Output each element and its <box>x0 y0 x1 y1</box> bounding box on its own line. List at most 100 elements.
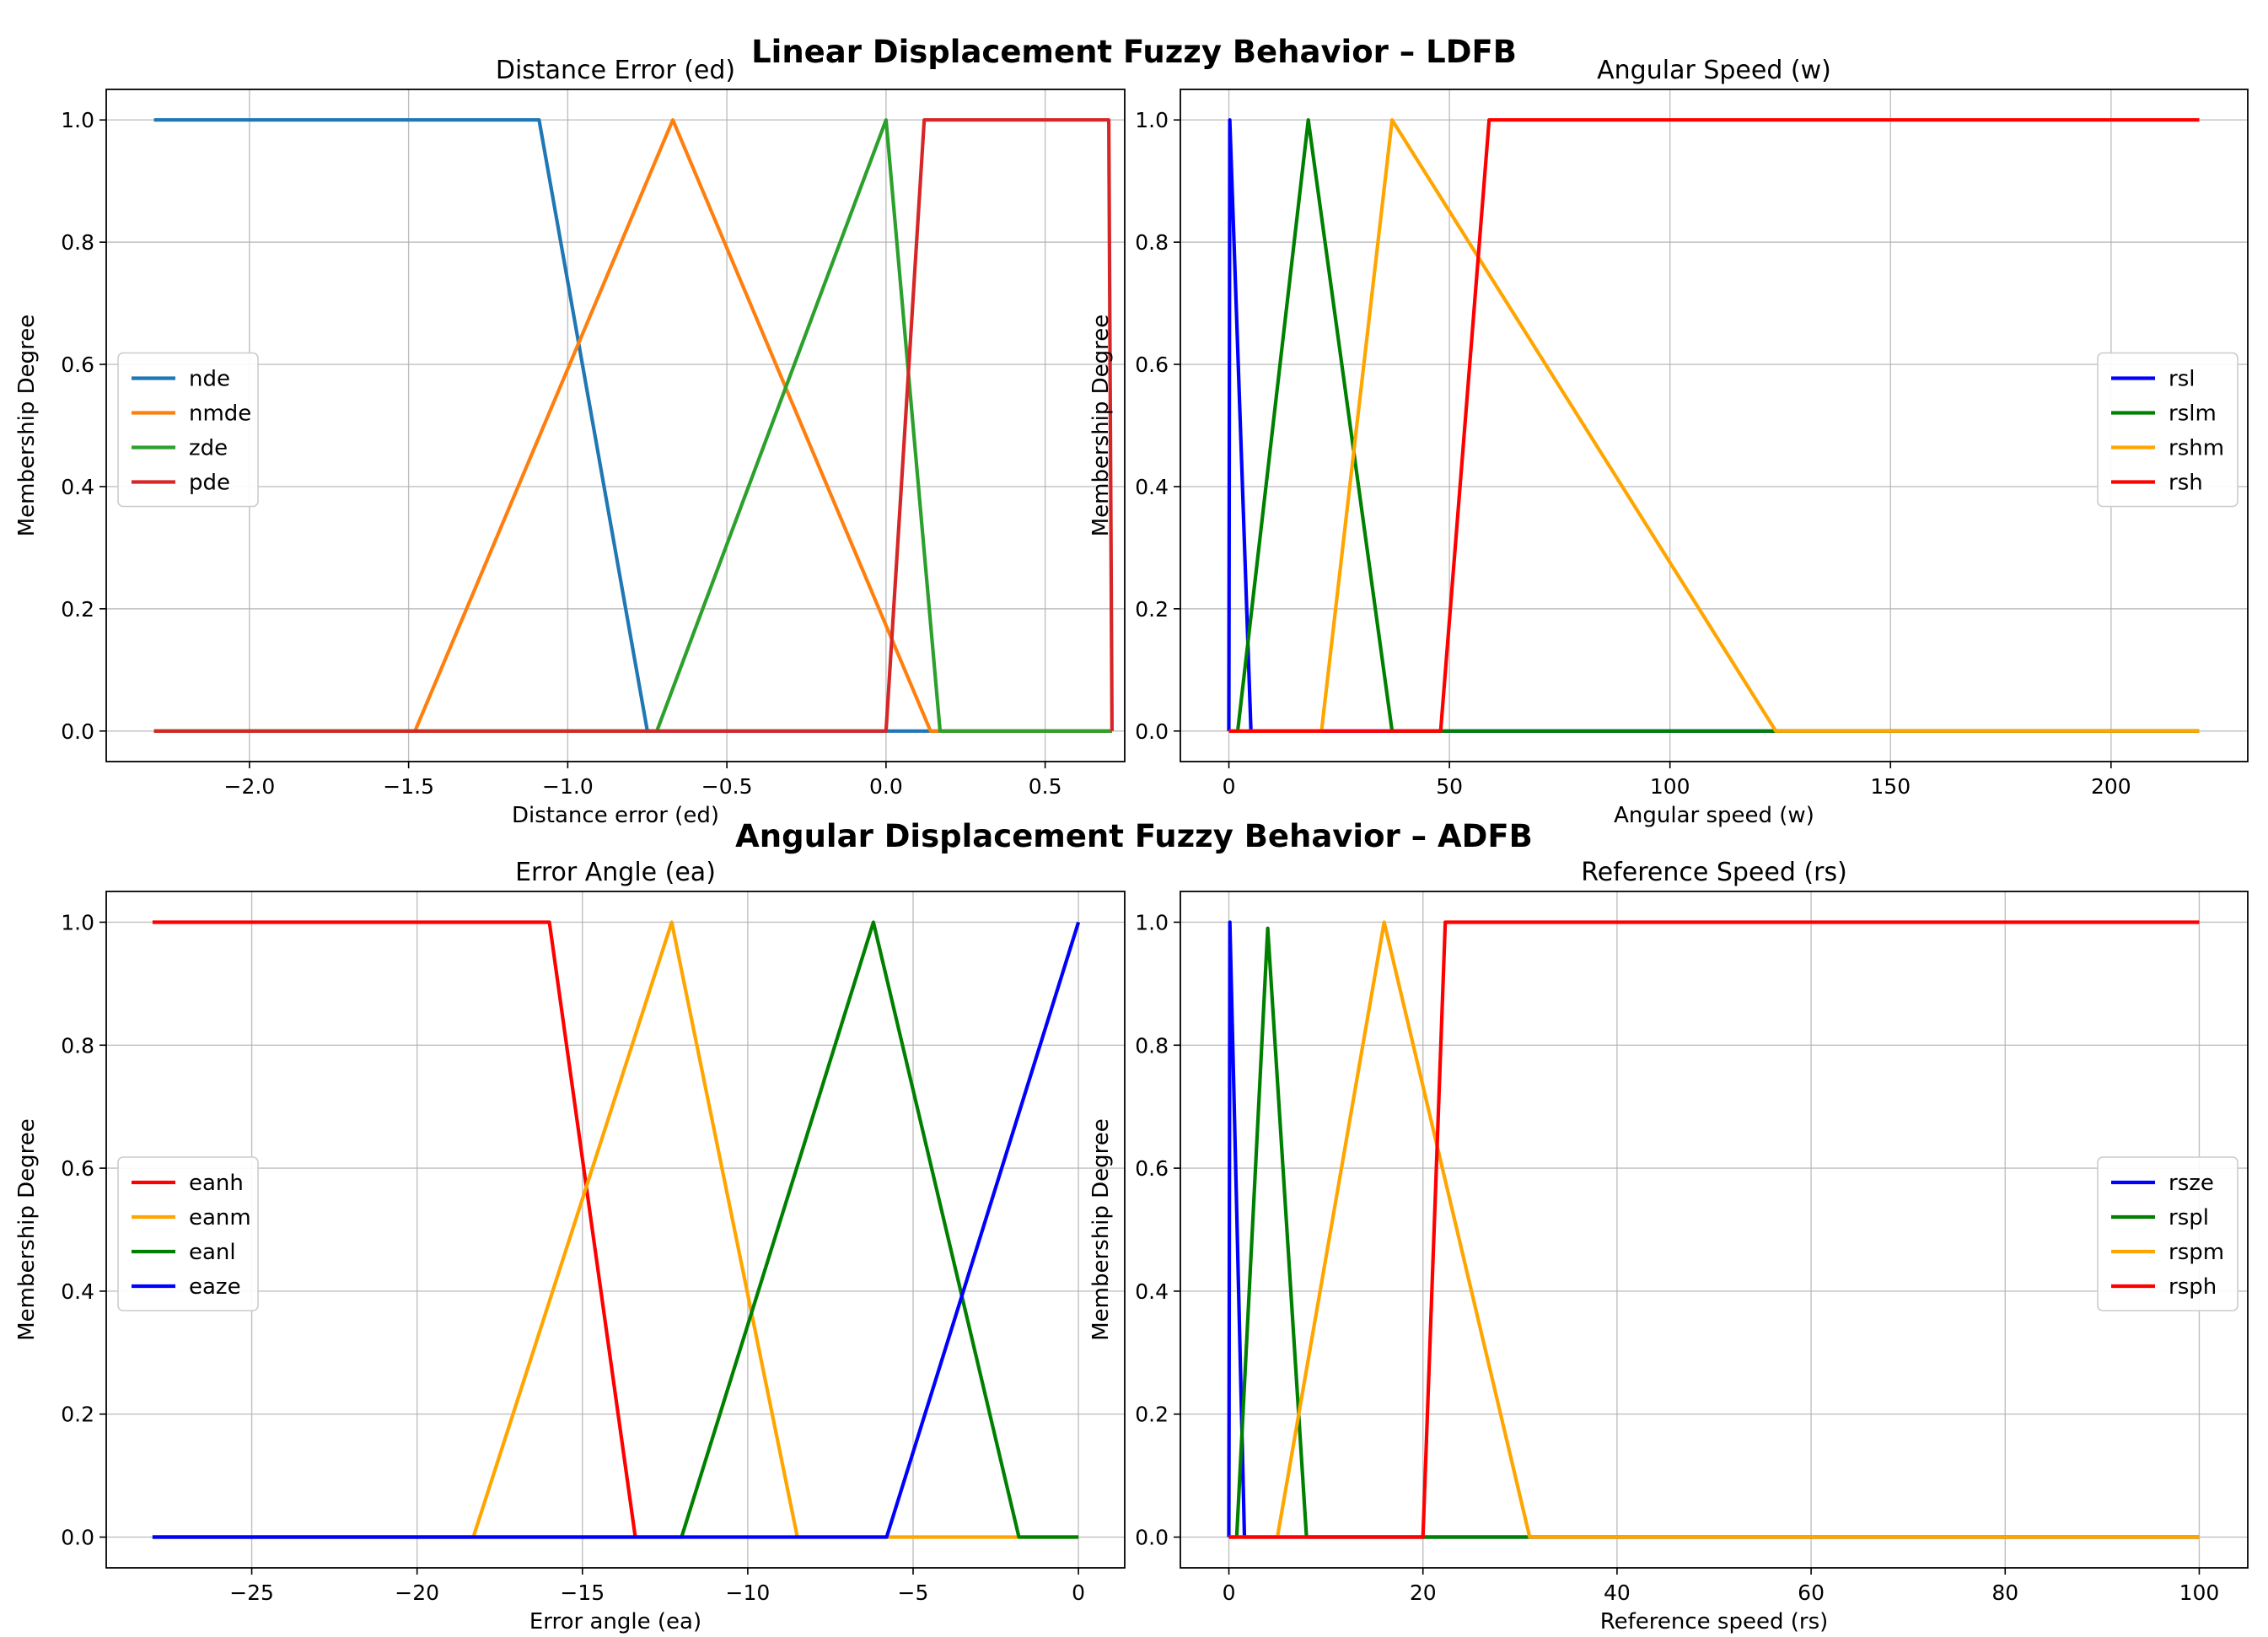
legend-box <box>2097 352 2238 508</box>
y-tick-label: 1.0 <box>61 910 94 934</box>
y-tick-label: 0.6 <box>61 353 94 377</box>
x-tick-label: 150 <box>1870 774 1911 799</box>
x-tick-label: −1.5 <box>383 774 434 799</box>
legend-label-rsh: rsh <box>2169 471 2203 496</box>
x-tick-label: −10 <box>726 1580 771 1605</box>
x-tick-label: 80 <box>1991 1580 2018 1605</box>
x-axis-label: Error angle (ea) <box>529 1609 701 1634</box>
y-tick-label: 0.4 <box>1135 1279 1169 1304</box>
chart-title: Angular Speed (w) <box>1597 56 1831 85</box>
y-tick-label: 0.8 <box>1135 230 1169 255</box>
y-tick-label: 0.0 <box>1135 1526 1169 1550</box>
y-tick-label: 0.8 <box>61 1033 94 1058</box>
y-tick-label: 1.0 <box>1135 910 1169 934</box>
chart-angular-speed: 0 50 100 150 200 0.0 0.2 0.4 0.6 0.8 1.0 Angular Sp… <box>1088 56 2249 828</box>
x-tick-label: −0.5 <box>701 774 753 799</box>
y-axis-label: Membership Degree <box>1088 1118 1114 1341</box>
y-tick-label: 0.2 <box>61 1403 94 1427</box>
y-tick-label: 0.4 <box>61 475 94 499</box>
x-tick-label: 0.5 <box>1029 774 1062 799</box>
x-tick-label: 20 <box>1410 1580 1437 1605</box>
x-tick-label: 0 <box>1072 1580 1085 1605</box>
series-line-eanh <box>152 920 637 1537</box>
y-tick-label: 0.8 <box>1135 1033 1169 1058</box>
y-tick-label: 0.2 <box>1135 597 1169 622</box>
y-axis-label: Membership Degree <box>14 1118 40 1341</box>
legend-label-eanl: eanl <box>189 1240 236 1265</box>
x-axis-label: Angular speed (w) <box>1614 803 1814 828</box>
x-tick-label: −25 <box>229 1580 274 1605</box>
legend-label-nmde: nmde <box>189 401 251 427</box>
y-tick-label: 0.4 <box>61 1279 94 1304</box>
plot-area <box>1180 891 2248 1568</box>
legend-label-nde: nde <box>189 367 230 392</box>
legend-label-rsze: rsze <box>2169 1171 2214 1196</box>
x-tick-label: 200 <box>2091 774 2131 799</box>
axes-frame <box>105 89 1126 762</box>
chart-title: Reference Speed (rs) <box>1581 858 1847 887</box>
suptitle-adfb: Angular Displacement Fuzzy Behavior – AD… <box>735 818 1533 854</box>
x-axis-label: Reference speed (rs) <box>1600 1609 1829 1634</box>
legend-box <box>2097 1156 2238 1311</box>
legend-label-rspl: rspl <box>2169 1205 2209 1230</box>
y-tick-label: 0.4 <box>1135 475 1169 499</box>
legend-label-rslm: rslm <box>2169 401 2217 427</box>
y-tick-label: 0.6 <box>61 1156 94 1181</box>
y-axis-label: Membership Degree <box>14 315 40 537</box>
legend: rsl rslm rshm rsh <box>2097 352 2238 508</box>
chart-distance-error: −2.0 −1.5 −1.0 −0.5 0.0 0.5 0.0 0.2 0.4 0.6 0.8 1.0… <box>14 56 1126 828</box>
x-tick-label: 100 <box>1650 774 1690 799</box>
x-tick-label: 100 <box>2179 1580 2220 1605</box>
chart-title: Distance Error (ed) <box>496 56 735 85</box>
legend-label-pde: pde <box>189 471 230 496</box>
axes-frame <box>1180 891 2249 1569</box>
y-tick-label: 1.0 <box>61 108 94 132</box>
axes-frame <box>1180 89 2249 762</box>
y-axis-label: Membership Degree <box>1088 315 1114 537</box>
legend-label-rshm: rshm <box>2169 436 2224 461</box>
series-line-eaze <box>152 921 1081 1539</box>
plot-area <box>1180 89 2248 762</box>
legend-label-rspm: rspm <box>2169 1240 2224 1265</box>
x-tick-label: −1.0 <box>542 774 594 799</box>
y-tick-label: 0.0 <box>1135 719 1169 744</box>
x-tick-label: 0 <box>1223 1580 1236 1605</box>
y-tick-label: 0.6 <box>1135 353 1169 377</box>
x-tick-label: −15 <box>560 1580 605 1605</box>
suptitle-ldfb: Linear Displacement Fuzzy Behavior – LDF… <box>751 34 1517 70</box>
plot-area <box>106 891 1125 1568</box>
legend-box <box>117 352 259 508</box>
x-axis-label: Distance error (ed) <box>512 803 719 828</box>
legend: eanh eanm eanl eaze <box>117 1156 259 1311</box>
x-tick-label: −5 <box>898 1580 929 1605</box>
legend: nde nmde zde pde <box>117 352 259 508</box>
legend-label-zde: zde <box>189 436 228 461</box>
legend-label-rsl: rsl <box>2169 367 2195 392</box>
x-tick-label: −20 <box>395 1580 439 1605</box>
chart-reference-speed: 0 20 40 60 80 100 0.0 0.2 0.4 0.6 0.8 1.0 Reference … <box>1088 858 2249 1634</box>
legend-label-rsph: rsph <box>2169 1274 2217 1300</box>
y-tick-label: 1.0 <box>1135 108 1169 132</box>
legend-label-eaze: eaze <box>189 1274 241 1300</box>
series-line-pde <box>153 118 1114 733</box>
x-tick-label: −2.0 <box>224 774 276 799</box>
y-tick-label: 0.2 <box>1135 1403 1169 1427</box>
series-line-rsh <box>1228 118 2200 733</box>
legend: rsze rspl rspm rsph <box>2097 1156 2238 1311</box>
y-tick-label: 0.0 <box>61 719 94 744</box>
legend-label-eanh: eanh <box>189 1171 244 1196</box>
series-line-rsph <box>1228 920 2200 1539</box>
x-tick-label: 0.0 <box>869 774 903 799</box>
y-tick-label: 0.2 <box>61 597 94 622</box>
x-tick-label: 60 <box>1798 1580 1825 1605</box>
y-tick-label: 0.8 <box>61 230 94 255</box>
y-tick-label: 0.0 <box>61 1526 94 1550</box>
y-tick-label: 0.6 <box>1135 1156 1169 1181</box>
axes-frame <box>105 891 1126 1569</box>
legend-box <box>117 1156 259 1311</box>
legend-label-eanm: eanm <box>189 1205 251 1230</box>
x-tick-label: 0 <box>1223 774 1236 799</box>
chart-error-angle: −25 −20 −15 −10 −5 0 0.0 0.2 0.4 0.6 0.8 1.0 Error A… <box>14 858 1126 1634</box>
x-tick-label: 50 <box>1436 774 1463 799</box>
